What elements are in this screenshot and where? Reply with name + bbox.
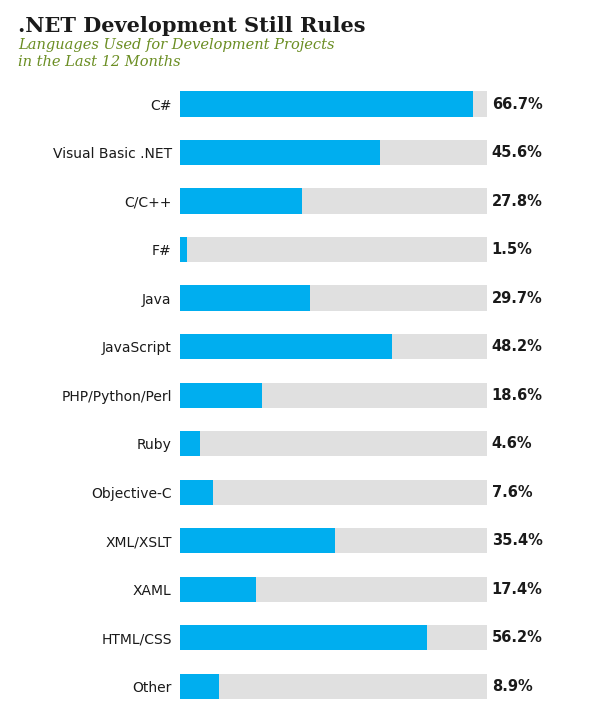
Text: .NET Development Still Rules: .NET Development Still Rules: [18, 16, 365, 36]
Bar: [180, 237, 487, 262]
Bar: [180, 674, 487, 699]
Bar: [180, 528, 487, 553]
Text: 48.2%: 48.2%: [492, 339, 542, 354]
Bar: [180, 431, 200, 456]
Bar: [180, 91, 487, 117]
Bar: [180, 625, 427, 650]
Text: 27.8%: 27.8%: [492, 194, 542, 209]
Bar: [180, 334, 487, 359]
Bar: [180, 286, 310, 311]
Text: 17.4%: 17.4%: [492, 581, 542, 597]
Text: Languages Used for Development Projects: Languages Used for Development Projects: [18, 38, 335, 51]
Text: 35.4%: 35.4%: [492, 533, 542, 548]
Bar: [180, 576, 487, 602]
Text: 29.7%: 29.7%: [492, 291, 542, 306]
Bar: [180, 383, 262, 407]
Text: 4.6%: 4.6%: [492, 436, 532, 451]
Bar: [180, 383, 487, 407]
Bar: [180, 286, 487, 311]
Bar: [180, 188, 302, 214]
Bar: [180, 576, 256, 602]
Bar: [180, 479, 214, 505]
Bar: [180, 528, 335, 553]
Bar: [180, 625, 487, 650]
Text: in the Last 12 Months: in the Last 12 Months: [18, 55, 181, 69]
Bar: [180, 674, 219, 699]
Bar: [180, 334, 392, 359]
Text: 45.6%: 45.6%: [492, 145, 542, 160]
Bar: [180, 140, 380, 165]
Bar: [180, 188, 487, 214]
Text: 1.5%: 1.5%: [492, 242, 533, 257]
Text: 18.6%: 18.6%: [492, 388, 543, 402]
Bar: [180, 91, 473, 117]
Text: 8.9%: 8.9%: [492, 679, 532, 694]
Bar: [180, 431, 487, 456]
Text: 7.6%: 7.6%: [492, 484, 532, 500]
Bar: [180, 479, 487, 505]
Bar: [180, 140, 487, 165]
Text: 56.2%: 56.2%: [492, 630, 542, 645]
Bar: [180, 237, 187, 262]
Text: 66.7%: 66.7%: [492, 96, 542, 112]
